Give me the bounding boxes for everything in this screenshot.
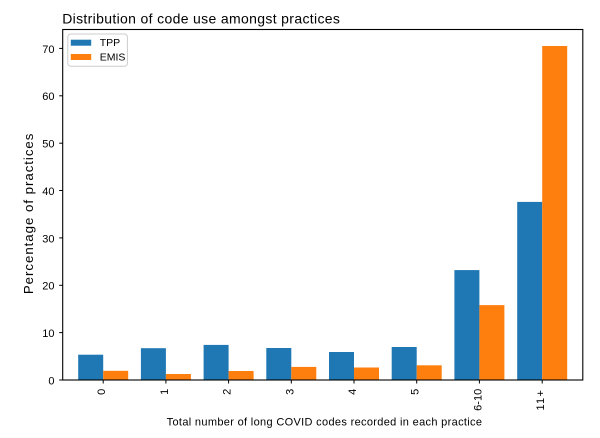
svg-text:0: 0 xyxy=(96,389,108,395)
svg-text:Distribution of code use among: Distribution of code use amongst practic… xyxy=(62,11,340,27)
svg-text:TPP: TPP xyxy=(100,37,120,49)
svg-text:30: 30 xyxy=(42,233,54,245)
svg-text:40: 40 xyxy=(42,186,54,198)
svg-text:50: 50 xyxy=(42,139,54,151)
svg-text:EMIS: EMIS xyxy=(100,52,126,64)
svg-text:Total number of long COVID cod: Total number of long COVID codes recorde… xyxy=(167,416,483,428)
svg-text:6-10: 6-10 xyxy=(472,389,484,411)
svg-text:11+: 11+ xyxy=(535,389,547,411)
svg-text:5: 5 xyxy=(410,389,422,395)
svg-text:4: 4 xyxy=(347,389,359,395)
svg-text:Percentage of practices: Percentage of practices xyxy=(21,133,36,295)
svg-text:20: 20 xyxy=(42,281,54,293)
svg-text:2: 2 xyxy=(222,389,234,395)
svg-text:1: 1 xyxy=(159,389,171,395)
svg-text:0: 0 xyxy=(48,375,54,387)
svg-text:3: 3 xyxy=(284,389,296,395)
svg-text:10: 10 xyxy=(42,328,54,340)
svg-text:60: 60 xyxy=(42,91,54,103)
svg-text:70: 70 xyxy=(42,44,54,56)
